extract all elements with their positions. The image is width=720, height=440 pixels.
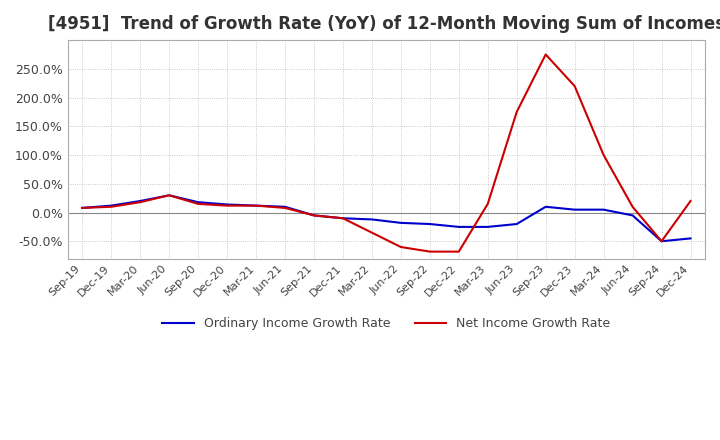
Net Income Growth Rate	[570, 84, 579, 89]
Ordinary Income Growth Rate	[686, 236, 695, 241]
Ordinary Income Growth Rate	[78, 205, 86, 211]
Ordinary Income Growth Rate	[657, 238, 666, 244]
Ordinary Income Growth Rate	[281, 204, 289, 209]
Ordinary Income Growth Rate	[338, 216, 347, 221]
Net Income Growth Rate	[136, 200, 145, 205]
Ordinary Income Growth Rate	[599, 207, 608, 212]
Ordinary Income Growth Rate	[513, 221, 521, 227]
Ordinary Income Growth Rate	[483, 224, 492, 230]
Line: Ordinary Income Growth Rate: Ordinary Income Growth Rate	[82, 195, 690, 241]
Net Income Growth Rate	[686, 198, 695, 204]
Net Income Growth Rate	[397, 244, 405, 249]
Title: [4951]  Trend of Growth Rate (YoY) of 12-Month Moving Sum of Incomes: [4951] Trend of Growth Rate (YoY) of 12-…	[48, 15, 720, 33]
Net Income Growth Rate	[513, 109, 521, 114]
Net Income Growth Rate	[281, 205, 289, 211]
Net Income Growth Rate	[629, 204, 637, 209]
Ordinary Income Growth Rate	[252, 203, 261, 208]
Ordinary Income Growth Rate	[368, 217, 377, 222]
Net Income Growth Rate	[107, 204, 115, 209]
Ordinary Income Growth Rate	[222, 202, 231, 207]
Net Income Growth Rate	[454, 249, 463, 254]
Ordinary Income Growth Rate	[107, 203, 115, 208]
Ordinary Income Growth Rate	[194, 200, 202, 205]
Net Income Growth Rate	[368, 230, 377, 235]
Net Income Growth Rate	[426, 249, 434, 254]
Net Income Growth Rate	[541, 52, 550, 57]
Ordinary Income Growth Rate	[541, 204, 550, 209]
Net Income Growth Rate	[194, 201, 202, 206]
Ordinary Income Growth Rate	[426, 221, 434, 227]
Net Income Growth Rate	[599, 152, 608, 158]
Ordinary Income Growth Rate	[454, 224, 463, 230]
Ordinary Income Growth Rate	[136, 198, 145, 204]
Ordinary Income Growth Rate	[165, 193, 174, 198]
Ordinary Income Growth Rate	[310, 213, 318, 218]
Legend: Ordinary Income Growth Rate, Net Income Growth Rate: Ordinary Income Growth Rate, Net Income …	[157, 312, 616, 335]
Ordinary Income Growth Rate	[629, 213, 637, 218]
Ordinary Income Growth Rate	[397, 220, 405, 226]
Net Income Growth Rate	[310, 213, 318, 218]
Net Income Growth Rate	[252, 203, 261, 208]
Ordinary Income Growth Rate	[570, 207, 579, 212]
Net Income Growth Rate	[338, 216, 347, 221]
Net Income Growth Rate	[78, 205, 86, 211]
Net Income Growth Rate	[657, 238, 666, 244]
Net Income Growth Rate	[483, 201, 492, 206]
Net Income Growth Rate	[165, 193, 174, 198]
Line: Net Income Growth Rate: Net Income Growth Rate	[82, 55, 690, 252]
Net Income Growth Rate	[222, 203, 231, 208]
